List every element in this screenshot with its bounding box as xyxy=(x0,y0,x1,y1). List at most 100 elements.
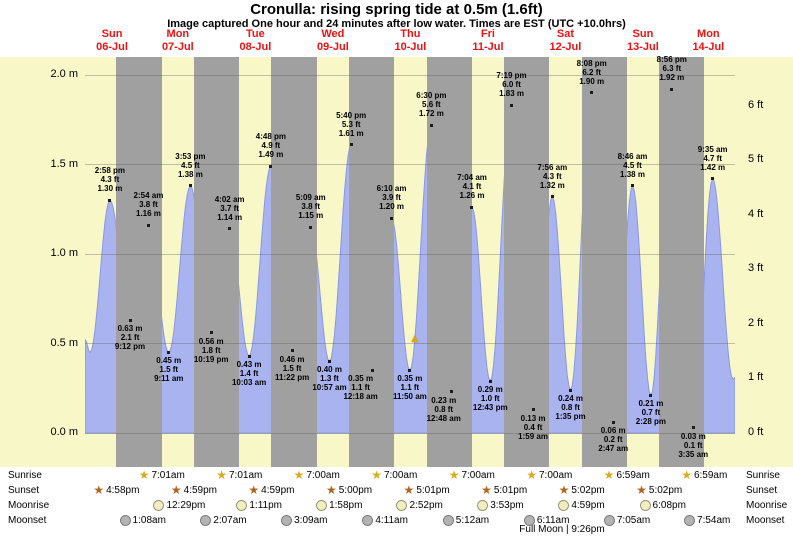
sunset-star-icon: ★ xyxy=(325,483,337,497)
tide-point xyxy=(611,420,615,424)
tide-label-line: 1.0 ft xyxy=(480,394,500,404)
tide-label-line: 4.3 ft xyxy=(100,175,120,185)
moonset-time: 2:07am xyxy=(213,514,247,526)
y-axis-right-label: 2 ft xyxy=(748,316,764,329)
day-name: Mon xyxy=(697,28,720,40)
day-label: Sun 13-Jul xyxy=(608,28,678,54)
y-axis-right-label: 4 ft xyxy=(748,207,764,220)
tide-label: 7:19 pm 6.0 ft 1.83 m xyxy=(486,71,538,98)
night-band xyxy=(116,57,162,467)
tide-label-line: 1.20 m xyxy=(379,202,405,212)
tide-label-line: 7:04 am xyxy=(457,173,487,183)
day-name: Sun xyxy=(632,28,654,40)
tide-label: 7:56 am 4.3 ft 1.32 m xyxy=(526,163,578,190)
tide-label-line: 8:56 pm xyxy=(656,55,687,65)
day-date: 14-Jul xyxy=(692,41,725,53)
tide-label-line: 1.32 m xyxy=(539,180,565,190)
moonset-icon xyxy=(200,514,212,526)
tide-label-line: 1.38 m xyxy=(177,169,203,179)
y-axis-left-label: 2.0 m xyxy=(50,68,78,80)
moonrise-icon xyxy=(477,499,489,511)
gridline xyxy=(85,343,735,344)
moonset-icon xyxy=(442,514,454,526)
sunset-time: 5:02pm xyxy=(571,484,605,496)
tide-label-line: 5:40 pm xyxy=(336,110,367,120)
sunrise-time: 6:59am xyxy=(616,469,650,481)
tide-label: 8:46 am 4.5 ft 1.38 m xyxy=(607,152,659,179)
tide-point xyxy=(108,198,112,202)
tide-label-line: 7:56 am xyxy=(537,162,568,172)
tide-label-line: 3:35 am xyxy=(678,449,709,459)
moonrise-time: 2:52pm xyxy=(409,499,443,511)
tide-point xyxy=(488,379,492,383)
tide-point xyxy=(450,390,454,394)
y-axis-left-label: 0.5 m xyxy=(50,336,78,349)
tide-label-line: 4.1 ft xyxy=(462,182,482,192)
tide-label-line: 9:11 am xyxy=(154,374,184,384)
moonrise-icon xyxy=(236,499,248,511)
astro-row-label-moonrise-right: Moonrise xyxy=(746,499,788,511)
sunrise-item: ★ 7:00am xyxy=(440,468,504,482)
astro-row-label-sunrise-left: Sunrise xyxy=(8,469,42,481)
day-date: 08-Jul xyxy=(239,41,272,53)
tide-point xyxy=(408,368,412,372)
moonrise-item: 6:08pm xyxy=(631,498,695,512)
tide-point xyxy=(188,184,192,188)
sunset-star-icon: ★ xyxy=(403,483,415,497)
tide-label: 0.35 m 1.1 ft 12:18 am xyxy=(335,374,387,401)
night-band xyxy=(349,57,395,467)
tide-point xyxy=(550,195,554,199)
moonrise-item: 2:52pm xyxy=(388,498,452,512)
sunset-item: ★ 4:58pm xyxy=(84,483,148,497)
tide-label: 0.43 m 1.4 ft 10:03 am xyxy=(223,360,275,387)
moonset-item: 7:05am xyxy=(595,513,659,527)
tide-label: 6:30 pm 5.6 ft 1.72 m xyxy=(405,91,457,118)
sunrise-item: ★ 7:00am xyxy=(362,468,426,482)
tide-point xyxy=(631,184,634,188)
tide-label-line: 0.45 m xyxy=(156,356,182,366)
tide-point xyxy=(590,91,594,95)
moonset-icon xyxy=(523,514,535,526)
tide-label: 0.24 m 0.8 ft 1:35 pm xyxy=(545,394,597,421)
tide-label-line: 4.9 ft xyxy=(261,141,281,151)
tide-label-line: 1.4 ft xyxy=(239,369,259,379)
sunrise-star-icon: ★ xyxy=(603,468,615,482)
tide-label-line: 12:48 am xyxy=(426,413,461,423)
tide-label-line: 4.5 ft xyxy=(623,160,642,170)
tide-label-line: 3.8 ft xyxy=(139,200,158,210)
sunrise-time: 7:00am xyxy=(306,469,340,481)
day-name: Sat xyxy=(556,28,574,40)
sunset-star-icon: ★ xyxy=(636,483,647,497)
tide-label: 0.45 m 1.5 ft 9:11 am xyxy=(143,356,195,383)
sunrise-item: ★ 7:00am xyxy=(517,468,581,482)
tide-label: 2:58 pm 4.3 ft 1.30 m xyxy=(84,166,136,193)
tide-label-line: 3.9 ft xyxy=(382,193,401,203)
day-name: Thu xyxy=(400,28,421,40)
moonset-item: 6:11am xyxy=(515,513,579,527)
gridline xyxy=(85,253,735,255)
moonrise-icon xyxy=(153,499,165,511)
tide-label-line: 1.90 m xyxy=(579,76,605,86)
tide-point xyxy=(470,205,474,209)
tide-label: 0.40 m 1.3 ft 10:57 am xyxy=(303,365,355,392)
tide-point xyxy=(390,216,394,220)
tide-point xyxy=(209,331,213,335)
tide-label-line: 1.49 m xyxy=(258,150,284,160)
gridline xyxy=(85,164,735,165)
tide-label: 0.63 m 2.1 ft 9:12 pm xyxy=(104,324,156,351)
tide-label-line: 1.1 ft xyxy=(351,383,370,393)
tide-point xyxy=(128,318,132,322)
tide-label-line: 9:12 pm xyxy=(114,342,146,352)
moonset-time: 7:54am xyxy=(697,514,731,526)
sunset-star-icon: ★ xyxy=(558,483,570,497)
tide-point xyxy=(371,368,375,372)
day-name: Tue xyxy=(245,28,265,40)
tide-label: 8:56 pm 6.3 ft 1.92 m xyxy=(646,55,698,82)
moonset-time: 5:12am xyxy=(455,514,490,526)
day-date: 09-Jul xyxy=(316,41,349,53)
moonrise-time: 1:11pm xyxy=(249,499,282,511)
chart-subtitle: Image captured One hour and 24 minutes a… xyxy=(167,18,626,30)
night-band xyxy=(426,57,472,467)
sunrise-star-icon: ★ xyxy=(371,468,382,482)
tide-label-line: 8:08 pm xyxy=(576,58,607,68)
